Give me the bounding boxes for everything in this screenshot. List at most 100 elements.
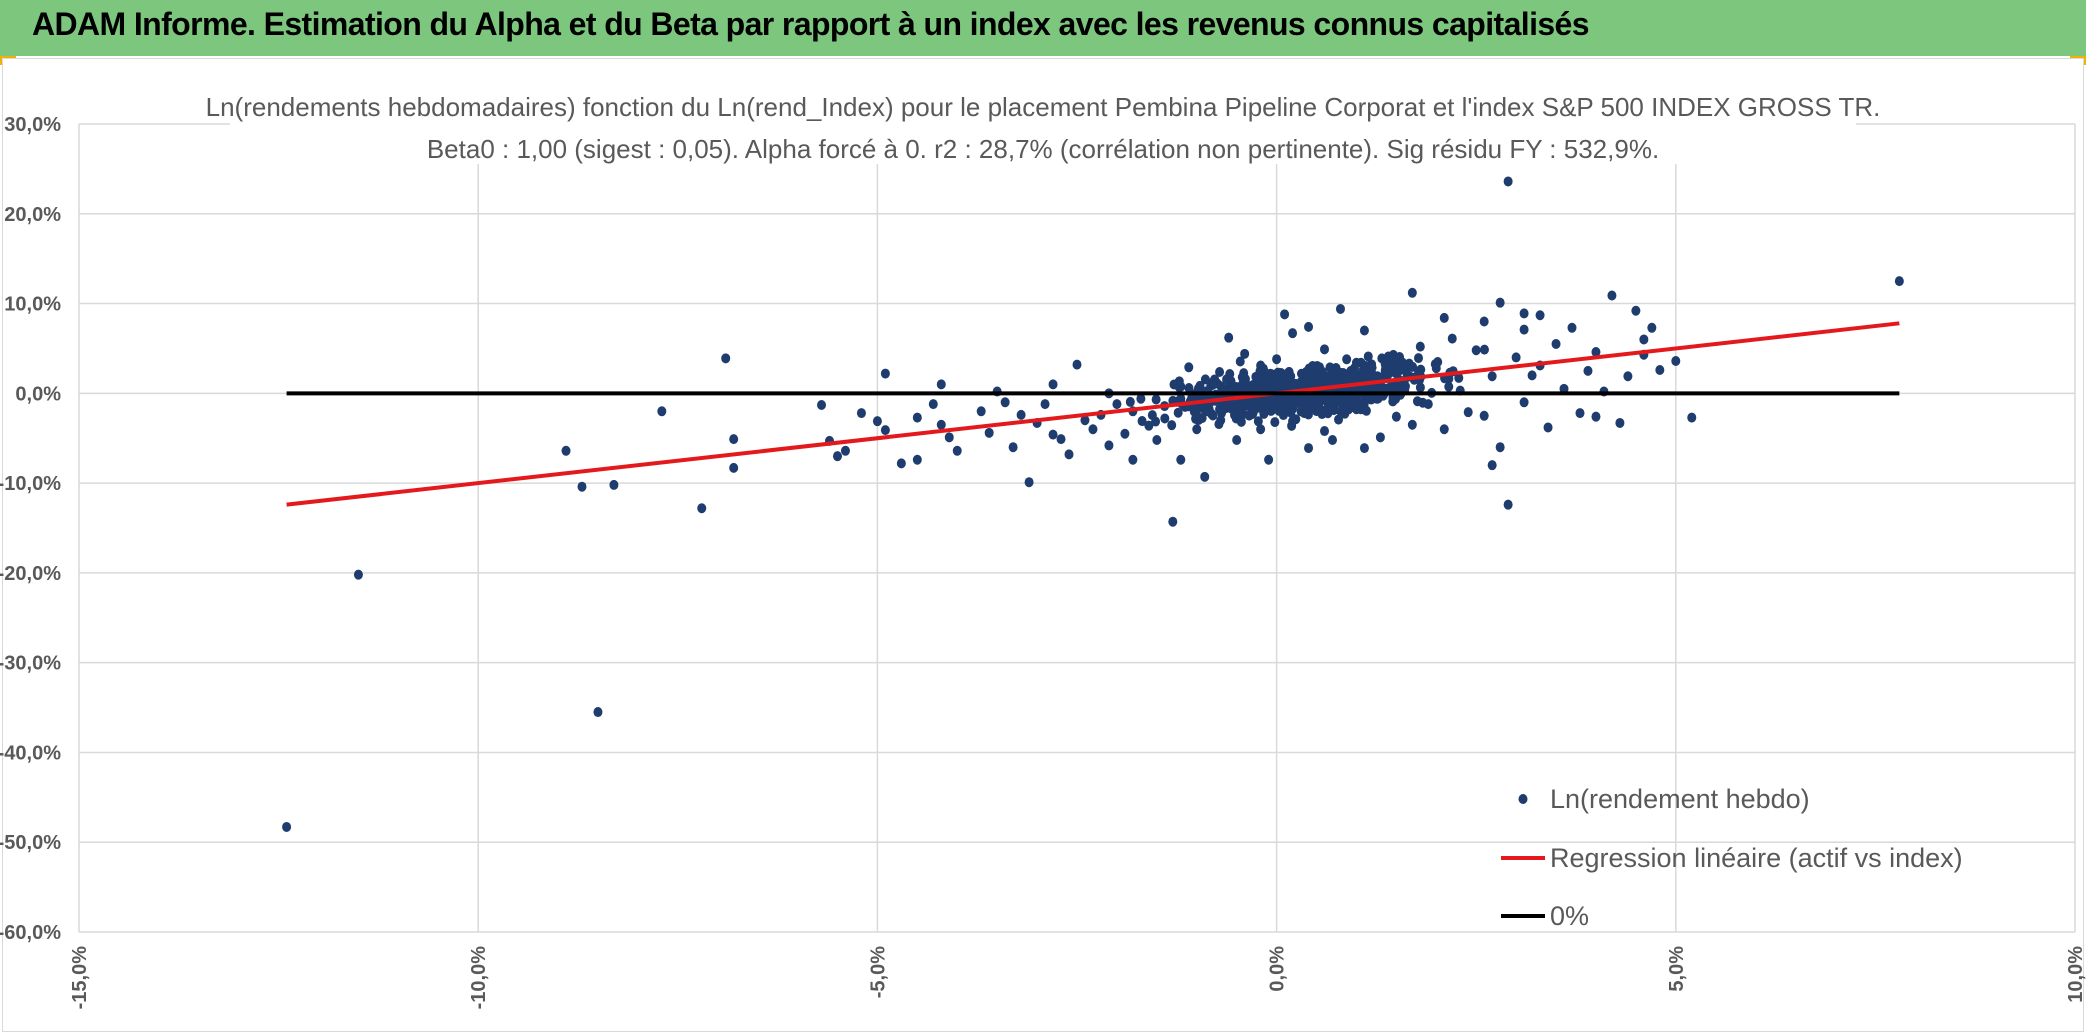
chart-subtitle: Beta0 : 1,00 (sigest : 0,05). Alpha forc… xyxy=(427,134,1659,164)
x-tick-label: -5,0% xyxy=(867,946,889,998)
scatter-point xyxy=(1325,362,1335,373)
scatter-point xyxy=(1136,393,1146,404)
y-tick-label: -30,0% xyxy=(0,653,61,675)
scatter-point xyxy=(1174,382,1184,393)
legend-label: Ln(rendement hebdo) xyxy=(1550,784,1810,814)
scatter-point xyxy=(593,707,603,718)
scatter-point xyxy=(1072,359,1082,370)
scatter-point xyxy=(1224,332,1234,343)
title-backdrop xyxy=(230,84,1856,164)
scatter-point xyxy=(1080,415,1090,426)
scatter-point xyxy=(817,400,827,411)
scatter-point xyxy=(1447,333,1457,344)
scatter-point xyxy=(1088,424,1098,435)
scatter-point xyxy=(1391,393,1401,404)
scatter-point xyxy=(1567,322,1577,333)
scatter-point xyxy=(1511,352,1521,363)
scatter-point xyxy=(1309,367,1319,378)
scatter-point xyxy=(1519,397,1529,408)
scatter-point xyxy=(1623,371,1633,382)
scatter-point xyxy=(1225,369,1235,380)
scatter-point xyxy=(928,399,938,410)
x-tick-label: 5,0% xyxy=(1666,946,1688,992)
scatter-point xyxy=(282,821,292,832)
scatter-point xyxy=(1342,354,1352,365)
x-tick-labels: -15,0% -10,0% -5,0% 0,0% 5,0% 10,0% xyxy=(69,946,2086,1010)
scatter-point xyxy=(1190,405,1200,416)
scatter-point xyxy=(1233,408,1243,419)
scatter-point xyxy=(912,412,922,423)
scatter-point xyxy=(1375,432,1385,443)
scatter-point xyxy=(1176,454,1186,465)
scatter-point xyxy=(1631,305,1641,316)
scatter-point xyxy=(1240,348,1250,359)
scatter-point xyxy=(1238,378,1248,389)
scatter-point xyxy=(1519,308,1529,319)
scatter-point xyxy=(1253,416,1263,427)
scatter-point xyxy=(1303,409,1313,420)
scatter-point xyxy=(1495,442,1505,453)
scatter-point xyxy=(561,445,571,456)
scatter-point xyxy=(1137,416,1147,427)
scatter-point xyxy=(1104,440,1114,451)
scatter-point xyxy=(1315,393,1325,404)
scatter-point xyxy=(1414,353,1424,364)
chart-area xyxy=(2,58,2084,1032)
scatter-point xyxy=(1359,398,1369,409)
scatter-point xyxy=(1395,365,1405,376)
scatter-point xyxy=(936,379,946,390)
legend-marker-points xyxy=(1518,794,1528,804)
scatter-point xyxy=(1334,414,1344,425)
scatter-point xyxy=(1463,407,1473,418)
y-tick-labels: 30,0% 20,0% 10,0% 0,0% -10,0% -20,0% -30,0% -40… xyxy=(0,114,61,944)
scatter-point xyxy=(1232,435,1242,446)
scatter-point xyxy=(1575,408,1585,419)
series-lines xyxy=(286,321,1900,507)
scatter-point xyxy=(1147,410,1157,421)
scatter-point xyxy=(1048,379,1058,390)
scatter-point xyxy=(1281,395,1291,406)
scatter-point xyxy=(1008,442,1018,453)
x-tick-label: -10,0% xyxy=(468,946,490,1010)
chart-legend: Ln(rendement hebdo) Regression linéaire (… xyxy=(1501,784,1963,931)
scatter-point xyxy=(1251,371,1261,382)
scatter-point xyxy=(697,503,707,514)
scatter-point xyxy=(1591,411,1601,422)
scatter-point xyxy=(952,445,962,456)
scatter-point xyxy=(1487,371,1497,382)
scatter-point xyxy=(1415,341,1425,352)
scatter-point xyxy=(1214,419,1224,430)
scatter-point xyxy=(912,454,922,465)
scatter-point xyxy=(1200,471,1210,482)
scatter-point xyxy=(1306,394,1316,405)
scatter-point xyxy=(1040,399,1050,410)
scatter-point xyxy=(1316,370,1326,381)
scatter-point xyxy=(729,434,739,445)
scatter-point xyxy=(1160,413,1170,424)
scatter-point xyxy=(1167,420,1177,431)
scatter-point xyxy=(1256,424,1266,435)
scatter-point xyxy=(1384,359,1394,370)
scatter-point xyxy=(577,481,587,492)
scatter-point xyxy=(1479,344,1489,355)
scatter-point xyxy=(896,458,906,469)
scatter-point xyxy=(1356,357,1366,368)
y-tick-label: -40,0% xyxy=(0,742,61,764)
scatter-point xyxy=(1454,372,1464,383)
y-tick-label: -10,0% xyxy=(0,473,61,495)
scatter-point xyxy=(1144,420,1154,431)
scatter-point xyxy=(1367,393,1377,404)
scatter-point xyxy=(1479,316,1489,327)
scatter-point xyxy=(1064,449,1074,460)
chart-title: Ln(rendements hebdomadaires) fonction du… xyxy=(206,92,1881,122)
scatter-point xyxy=(1248,407,1258,418)
scatter-point xyxy=(1412,396,1422,407)
scatter-point xyxy=(1249,381,1259,392)
scatter-point xyxy=(1527,370,1537,381)
scatter-point xyxy=(1016,409,1026,420)
scatter-point xyxy=(1284,366,1294,377)
scatter-point xyxy=(1671,356,1681,367)
scatter-point xyxy=(1433,357,1443,368)
